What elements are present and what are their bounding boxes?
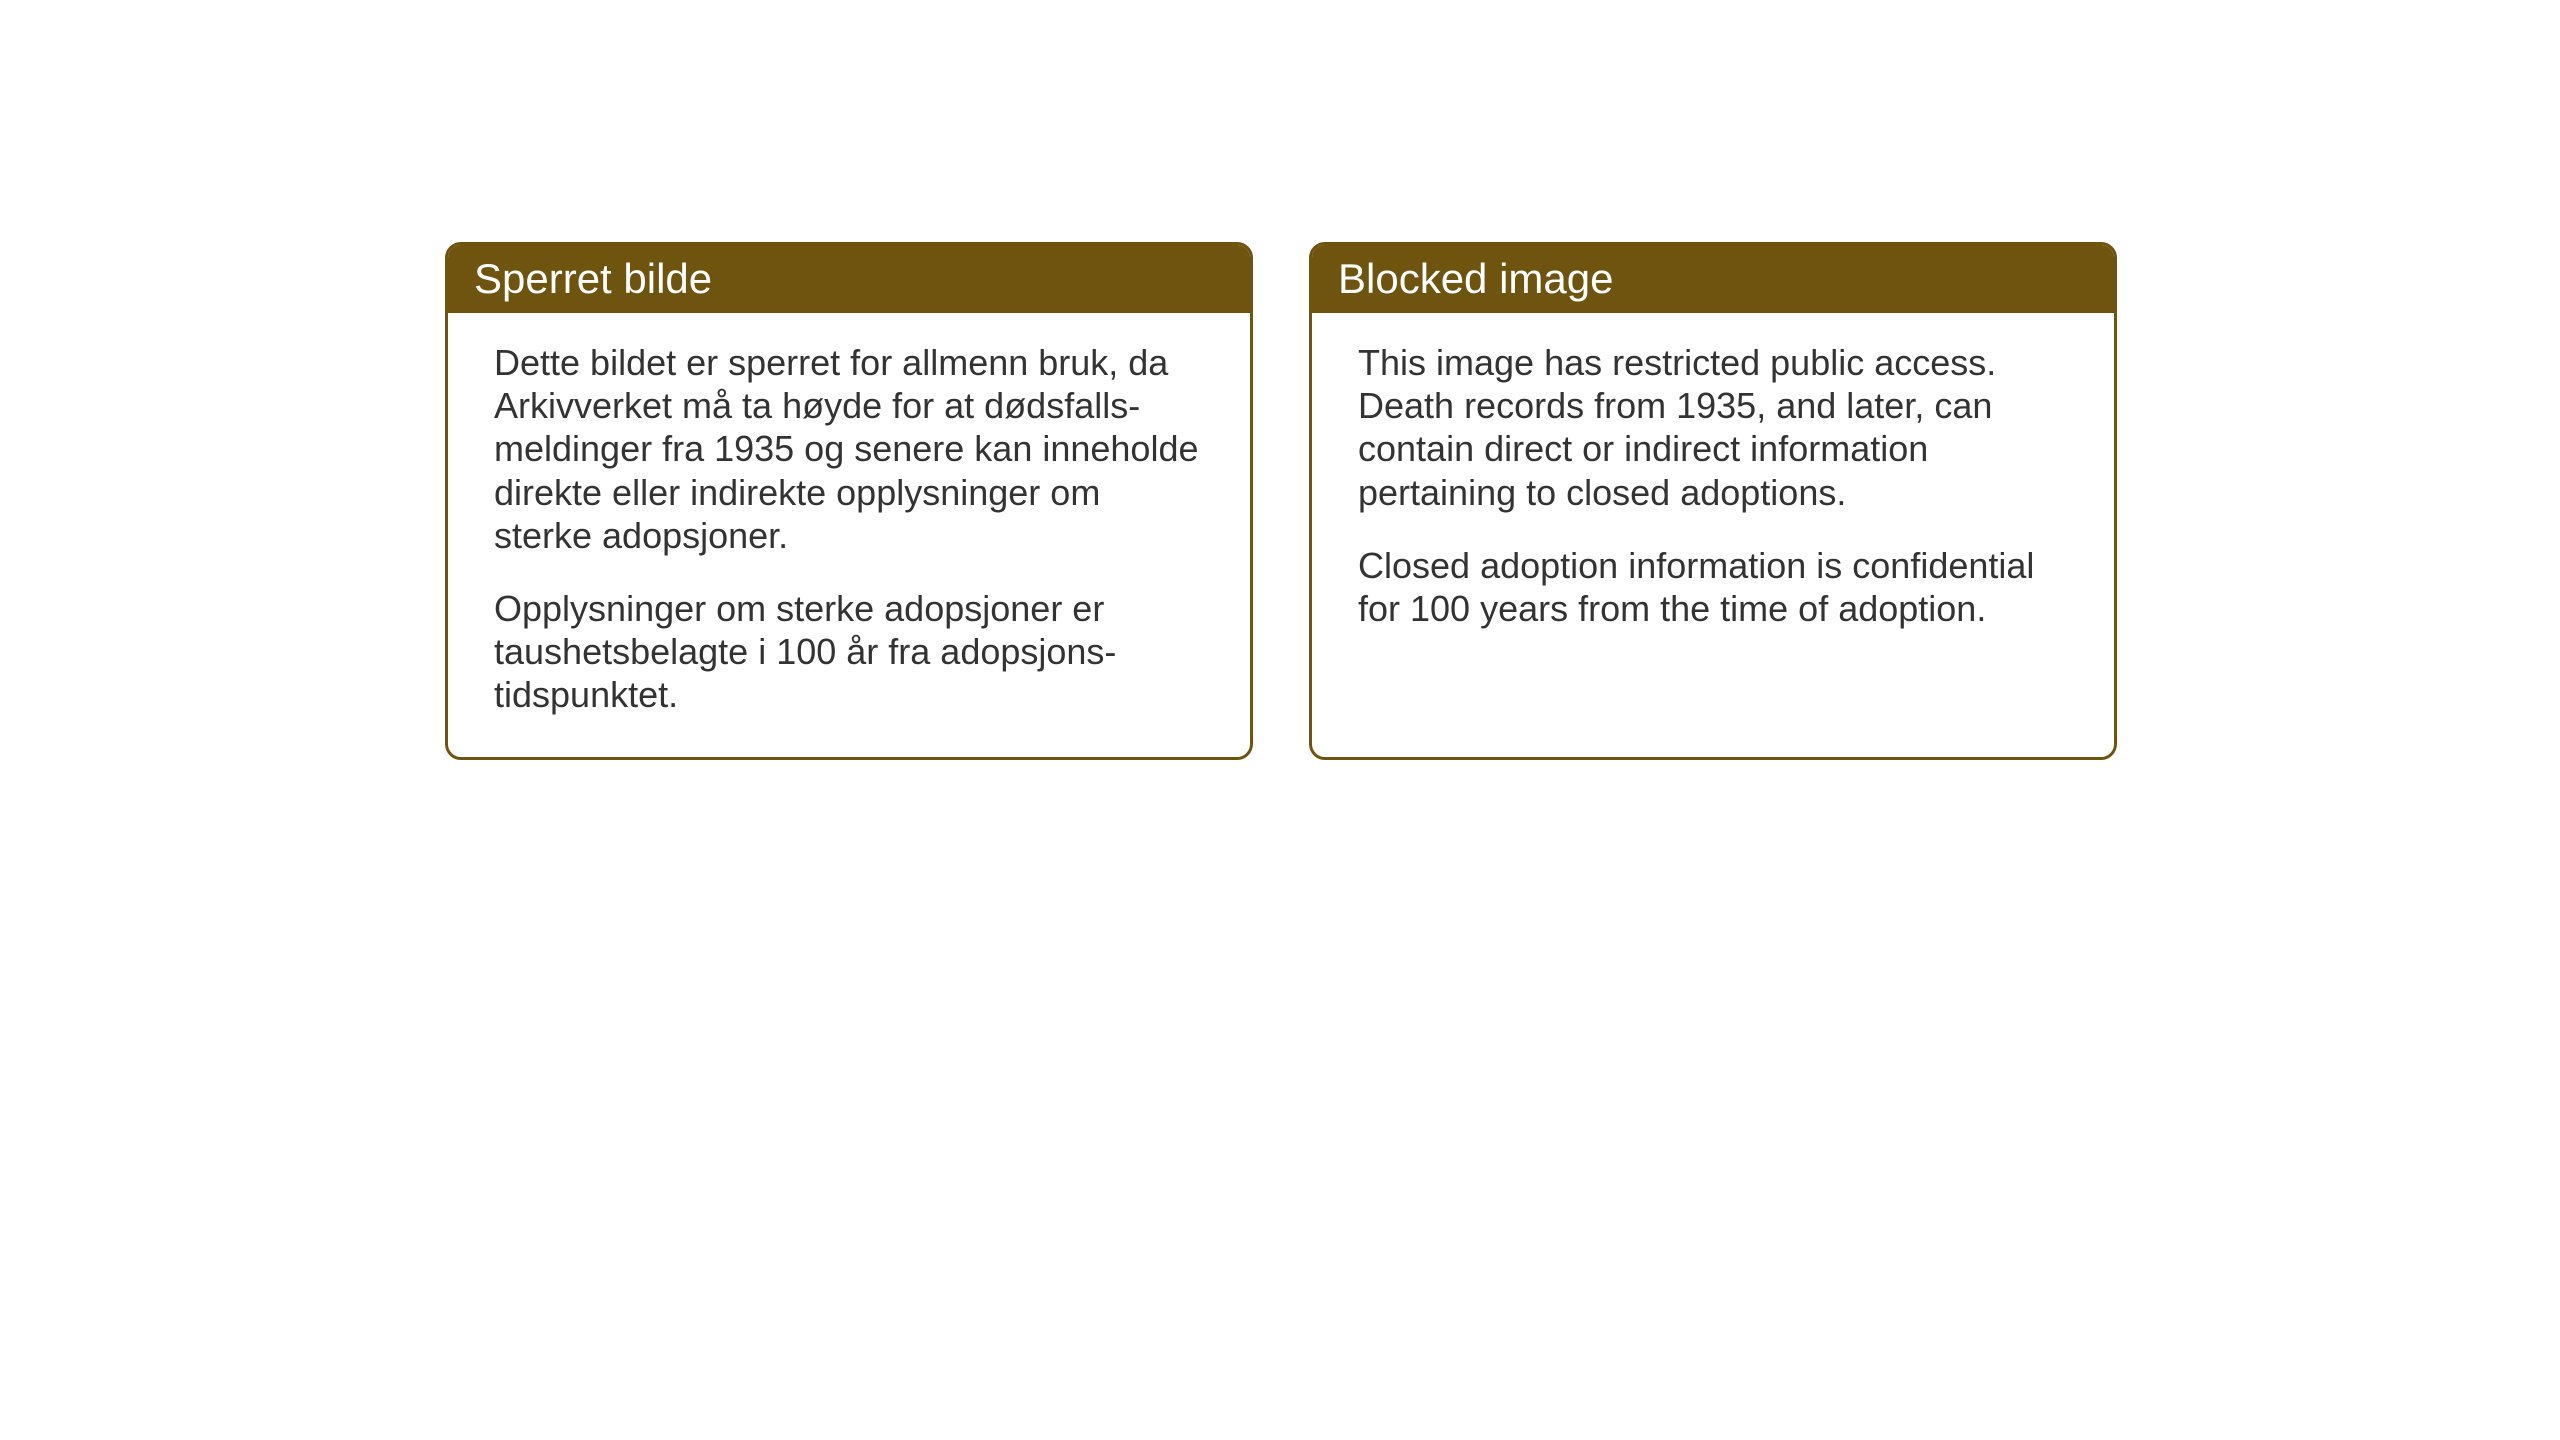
english-paragraph-1: This image has restricted public access.…: [1358, 341, 2068, 514]
norwegian-card-body: Dette bildet er sperret for allmenn bruk…: [448, 313, 1250, 757]
norwegian-card-title: Sperret bilde: [474, 255, 712, 302]
norwegian-card: Sperret bilde Dette bildet er sperret fo…: [445, 242, 1253, 760]
english-card-body: This image has restricted public access.…: [1312, 313, 2114, 670]
english-card-header: Blocked image: [1312, 245, 2114, 313]
norwegian-paragraph-2: Opplysninger om sterke adopsjoner er tau…: [494, 587, 1204, 717]
notice-container: Sperret bilde Dette bildet er sperret fo…: [445, 242, 2117, 760]
norwegian-card-header: Sperret bilde: [448, 245, 1250, 313]
norwegian-paragraph-1: Dette bildet er sperret for allmenn bruk…: [494, 341, 1204, 557]
english-card-title: Blocked image: [1338, 255, 1613, 302]
english-paragraph-2: Closed adoption information is confident…: [1358, 544, 2068, 630]
english-card: Blocked image This image has restricted …: [1309, 242, 2117, 760]
